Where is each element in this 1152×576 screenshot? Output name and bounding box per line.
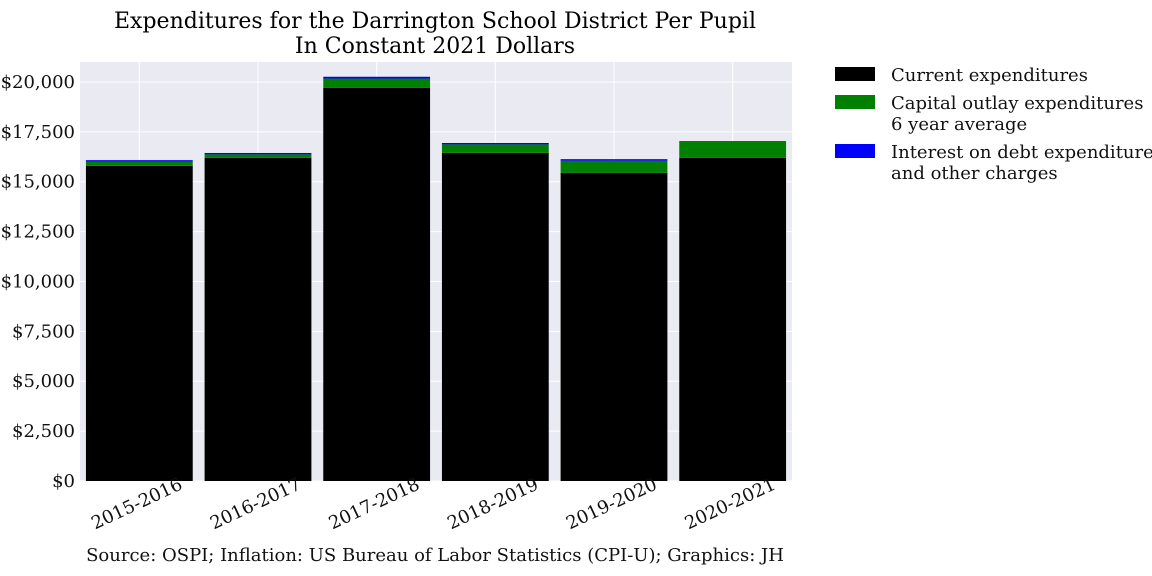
y-tick-label: $20,000 <box>1 72 75 93</box>
legend-label-line: Capital outlay expenditures <box>891 93 1143 114</box>
bar-2015-2016-series-3 <box>85 160 193 162</box>
bar-2019-2020-series-3 <box>560 159 668 161</box>
bar-2019-2020-series-2 <box>560 160 668 173</box>
legend-swatch <box>835 95 875 109</box>
x-tick-label: 2016-2017 <box>207 474 304 534</box>
legend-label-line: Current expenditures <box>891 65 1088 86</box>
y-tick-label: $12,500 <box>1 222 75 243</box>
legend: Current expenditures Capital outlay expen… <box>835 65 1152 184</box>
y-tick-label: $17,500 <box>1 122 75 143</box>
bar-2017-2018-series-3 <box>323 76 431 79</box>
bar-2019-2020-series-1 <box>560 172 668 481</box>
legend-label: Interest on debt expenditures and other c… <box>891 142 1152 184</box>
y-tick-label: $2,500 <box>12 421 75 442</box>
chart-title: Expenditures for the Darrington School D… <box>114 9 756 34</box>
legend-label: Capital outlay expenditures 6 year averag… <box>891 93 1143 135</box>
legend-swatch <box>835 67 875 81</box>
legend-label: Current expenditures <box>891 65 1088 86</box>
bar-2020-2021-series-1 <box>679 157 787 481</box>
bar-2015-2016-series-2 <box>85 161 193 166</box>
x-tick-label: 2015-2016 <box>88 474 185 534</box>
chart-subtitle: In Constant 2021 Dollars <box>295 34 575 59</box>
bar-2018-2019-series-3 <box>441 143 549 145</box>
x-tick-label: 2018-2019 <box>444 474 541 534</box>
bar-2017-2018-series-2 <box>323 78 431 88</box>
y-tick-label: $10,000 <box>1 271 75 292</box>
y-tick-label: $7,500 <box>12 321 75 342</box>
bar-2018-2019-series-2 <box>441 144 549 153</box>
legend-label-line: 6 year average <box>891 114 1027 135</box>
bar-2018-2019-series-1 <box>441 152 549 482</box>
bars <box>85 76 787 482</box>
bar-2015-2016-series-1 <box>85 165 193 481</box>
x-axis-ticks: 2015-2016 2016-2017 2017-2018 2018-2019 2019… <box>88 474 779 534</box>
source-note: Source: OSPI; Inflation: US Bureau of La… <box>86 545 784 566</box>
legend-label-line: Interest on debt expenditures <box>891 142 1152 163</box>
bar-2016-2017-series-1 <box>204 157 312 481</box>
x-tick-label: 2019-2020 <box>563 474 660 534</box>
bar-2017-2018-series-1 <box>323 87 431 481</box>
y-tick-label: $15,000 <box>1 172 75 193</box>
bar-2016-2017-series-2 <box>204 154 312 158</box>
y-tick-label: $5,000 <box>12 371 75 392</box>
bar-2020-2021-series-2 <box>679 141 787 158</box>
bar-2016-2017-series-3 <box>204 152 312 155</box>
y-axis-ticks: $0 $2,500 $5,000 $7,500 $10,000 $12,500 $15,00… <box>1 72 75 492</box>
y-tick-label: $0 <box>52 471 75 492</box>
legend-swatch <box>835 144 875 158</box>
x-tick-label: 2020-2021 <box>682 474 779 534</box>
x-tick-label: 2017-2018 <box>326 474 423 534</box>
legend-label-line: and other charges <box>891 163 1058 184</box>
